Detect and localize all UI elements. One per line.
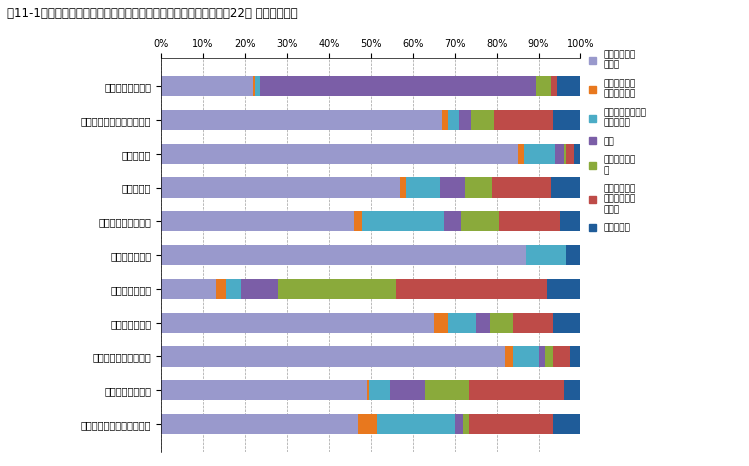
Bar [440, 178, 465, 198]
Bar [494, 110, 554, 130]
Bar [470, 414, 554, 434]
Bar [555, 144, 564, 164]
Bar [476, 313, 491, 333]
Bar [354, 211, 363, 232]
Bar [554, 414, 580, 434]
Bar [554, 110, 580, 130]
Bar [564, 380, 580, 400]
Bar [161, 313, 434, 333]
Bar [161, 110, 442, 130]
Bar [442, 110, 449, 130]
Bar [400, 178, 407, 198]
Bar [564, 144, 565, 164]
Bar [574, 144, 580, 164]
Bar [161, 178, 400, 198]
Bar [459, 110, 471, 130]
Bar [366, 380, 369, 400]
Bar [560, 211, 580, 232]
Bar [161, 211, 354, 232]
Bar [369, 380, 389, 400]
Bar [463, 414, 470, 434]
Bar [161, 380, 366, 400]
Bar [499, 211, 560, 232]
Bar [377, 414, 455, 434]
Text: 図11-1　職業大分類別における従業上の地位別の就業者割合（平成22年 宮崎県　男）: 図11-1 職業大分類別における従業上の地位別の就業者割合（平成22年 宮崎県 … [7, 7, 298, 20]
Bar [461, 211, 499, 232]
Bar [161, 279, 216, 299]
Bar [396, 279, 547, 299]
Bar [363, 211, 444, 232]
Bar [161, 76, 253, 96]
Bar [226, 279, 240, 299]
Bar [465, 178, 492, 198]
Bar [536, 76, 551, 96]
Bar [216, 279, 226, 299]
Bar [547, 279, 580, 299]
Bar [434, 313, 449, 333]
Bar [545, 346, 554, 367]
Bar [407, 178, 440, 198]
Bar [449, 313, 476, 333]
Bar [260, 76, 536, 96]
Bar [255, 76, 260, 96]
Bar [513, 313, 554, 333]
Bar [565, 144, 574, 164]
Bar [551, 178, 580, 198]
Bar [161, 144, 518, 164]
Bar [570, 346, 580, 367]
Bar [471, 110, 494, 130]
Bar [551, 76, 557, 96]
Bar [240, 279, 279, 299]
Bar [554, 313, 580, 333]
Bar [505, 346, 513, 367]
Bar [518, 144, 524, 164]
Bar [470, 380, 564, 400]
Bar [449, 110, 459, 130]
Legend: 正規の職員・
従業員, 労働者派遣事
業所派遣社員, パート・アルバイ
ト・その他, 役員, 雇人のある業
主, 雇人のない業
主（家庭内職
者含）, 家族従業: 正規の職員・ 従業員, 労働者派遣事 業所派遣社員, パート・アルバイ ト・その… [589, 50, 646, 233]
Bar [161, 414, 358, 434]
Bar [253, 76, 255, 96]
Bar [279, 279, 396, 299]
Bar [526, 245, 565, 265]
Bar [492, 178, 551, 198]
Bar [565, 245, 580, 265]
Bar [524, 144, 555, 164]
Bar [455, 414, 463, 434]
Bar [513, 346, 539, 367]
Bar [389, 380, 425, 400]
Bar [491, 313, 513, 333]
Bar [161, 346, 505, 367]
Bar [554, 346, 570, 367]
Bar [557, 76, 580, 96]
Bar [358, 414, 377, 434]
Bar [539, 346, 545, 367]
Bar [161, 245, 526, 265]
Bar [444, 211, 461, 232]
Bar [425, 380, 470, 400]
